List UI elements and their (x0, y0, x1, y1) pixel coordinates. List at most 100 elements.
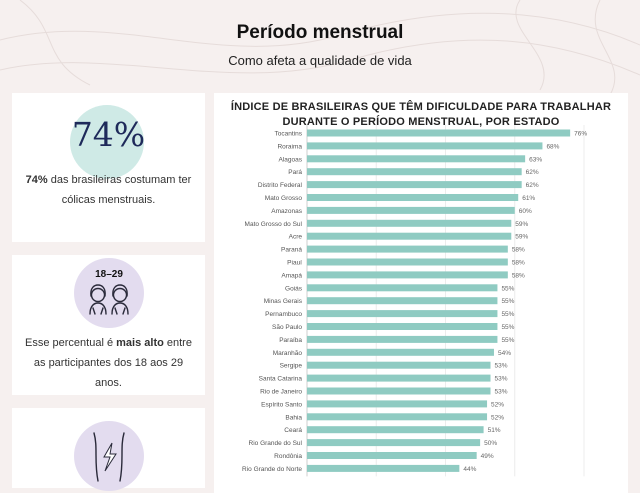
category-label: Rondônia (274, 453, 302, 460)
value-label: 61% (522, 195, 535, 202)
category-label: São Paulo (272, 324, 302, 331)
value-label: 44% (463, 466, 476, 473)
category-label: Paraíba (279, 337, 302, 344)
age-label: 18–29 (95, 269, 123, 280)
category-label: Amazonas (271, 208, 302, 215)
bar (307, 297, 498, 305)
value-label: 52% (491, 414, 504, 421)
value-label: 63% (529, 156, 542, 163)
stat-description-bold: 74% (25, 174, 48, 186)
value-label: 68% (546, 143, 559, 150)
bar (307, 181, 522, 189)
value-label: 53% (495, 363, 508, 370)
category-label: Goiás (285, 285, 303, 292)
bar (307, 348, 494, 356)
bar (307, 258, 508, 266)
category-label: Minas Gerais (264, 298, 303, 305)
category-label: Paraná (281, 247, 302, 254)
bar-chart: Tocantins 76% Roraima 68% Alagoas 63% Pará 62% D… (242, 125, 587, 477)
category-label: Roraima (277, 143, 302, 150)
bar (307, 413, 488, 421)
category-label: Pará (288, 169, 302, 176)
value-label: 58% (512, 247, 525, 254)
bar (307, 155, 526, 163)
bar (307, 387, 491, 395)
category-label: Bahia (285, 414, 302, 421)
bar (307, 245, 508, 253)
category-label: Sergipe (280, 363, 303, 370)
bar (307, 310, 498, 318)
bar (307, 464, 460, 472)
value-label: 55% (501, 298, 514, 305)
age-description-bold: mais alto (116, 337, 164, 349)
category-label: Tocantins (275, 131, 303, 138)
women-icon (89, 284, 129, 315)
value-label: 58% (512, 260, 525, 267)
category-label: Mato Grosso do Sul (245, 221, 303, 228)
belly-circle (74, 421, 144, 491)
bar (307, 335, 498, 343)
age-description-after: entre as participantes dos 18 aos 29 ano… (33, 337, 192, 389)
bar (307, 374, 491, 382)
value-label: 62% (526, 169, 539, 176)
stat-circle (70, 105, 144, 179)
cramp-icon (93, 432, 125, 482)
value-label: 52% (491, 401, 504, 408)
page-title: Período menstrual (236, 22, 404, 43)
category-label: Rio Grande do Sul (249, 440, 303, 447)
age-circle: 18–29 (74, 258, 144, 328)
stat-number: 74% (71, 115, 146, 154)
value-label: 62% (526, 182, 539, 189)
chart-title-line-2: DURANTE O PERÍODO MENSTRUAL, POR ESTADO (282, 116, 560, 128)
category-label: Mato Grosso (265, 195, 303, 202)
value-label: 60% (519, 208, 532, 215)
category-label: Pernambuco (265, 311, 302, 318)
bar (307, 452, 477, 459)
bar (307, 206, 515, 214)
category-label: Espírito Santo (261, 401, 302, 408)
category-label: Distrito Federal (258, 182, 303, 189)
bar (307, 168, 522, 176)
value-label: 55% (501, 285, 514, 292)
value-label: 49% (481, 453, 494, 460)
value-label: 55% (501, 324, 514, 331)
category-label: Alagoas (279, 156, 303, 163)
value-label: 55% (501, 311, 514, 318)
age-description: Esse percentual é mais alto entre as par… (22, 333, 195, 393)
value-label: 59% (515, 221, 528, 228)
bar (307, 232, 512, 240)
value-label: 59% (515, 234, 528, 241)
stat-description-text: das brasileiras costumam ter cólicas men… (47, 174, 192, 206)
bar (307, 426, 484, 434)
bar (307, 400, 488, 408)
category-label: Maranhão (273, 350, 303, 357)
bar (307, 194, 519, 201)
category-label: Rio Grande do Norte (242, 466, 302, 473)
bar (307, 284, 498, 292)
bar (307, 439, 481, 447)
category-label: Piauí (287, 260, 302, 267)
bar (307, 361, 491, 369)
chart-title: ÍNDICE DE BRASILEIRAS QUE TÊM DIFICULDAD… (214, 100, 628, 130)
category-label: Acre (289, 234, 303, 241)
cramp-card (12, 408, 205, 491)
category-label: Santa Catarina (259, 376, 303, 383)
value-label: 51% (488, 427, 501, 434)
value-label: 76% (574, 131, 587, 138)
category-label: Amapá (281, 272, 302, 279)
category-label: Ceará (284, 427, 302, 434)
bar (307, 219, 512, 227)
value-label: 53% (495, 389, 508, 396)
background-texture (0, 0, 640, 96)
stat-card: 74% 74% das brasileiras costumam ter cól… (12, 93, 205, 242)
value-label: 53% (495, 376, 508, 383)
value-label: 58% (512, 272, 525, 279)
value-label: 55% (501, 337, 514, 344)
stat-description: 74% das brasileiras costumam ter cólicas… (22, 170, 195, 210)
bar (307, 323, 498, 330)
bar (307, 271, 508, 279)
value-label: 54% (498, 350, 511, 357)
page-subtitle: Como afeta a qualidade de vida (228, 53, 412, 68)
age-description-before: Esse percentual é (25, 337, 117, 349)
category-label: Rio de Janeiro (260, 389, 302, 396)
